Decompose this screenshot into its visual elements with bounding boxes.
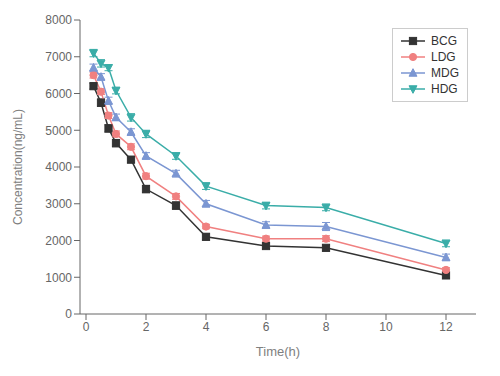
svg-text:5000: 5000 [45,124,72,138]
svg-text:12: 12 [439,320,453,334]
svg-text:Concentration(ng/mL): Concentration(ng/mL) [11,109,25,225]
svg-text:7000: 7000 [45,50,72,64]
svg-text:8000: 8000 [45,13,72,27]
svg-text:4: 4 [203,320,210,334]
svg-text:2: 2 [143,320,150,334]
svg-text:1000: 1000 [45,271,72,285]
svg-text:Time(h): Time(h) [256,344,300,359]
svg-text:3000: 3000 [45,197,72,211]
svg-text:8: 8 [323,320,330,334]
svg-text:6: 6 [263,320,270,334]
svg-text:4000: 4000 [45,160,72,174]
html-text:LDG: LDG [431,50,456,64]
svg-text:0: 0 [65,307,72,321]
svg-text:0: 0 [83,320,90,334]
html-text:MDG: MDG [431,66,459,80]
html-text:BCG: BCG [431,34,457,48]
html-text:HDG: HDG [431,82,458,96]
svg-text:2000: 2000 [45,234,72,248]
svg-text:6000: 6000 [45,87,72,101]
svg-text:10: 10 [379,320,393,334]
